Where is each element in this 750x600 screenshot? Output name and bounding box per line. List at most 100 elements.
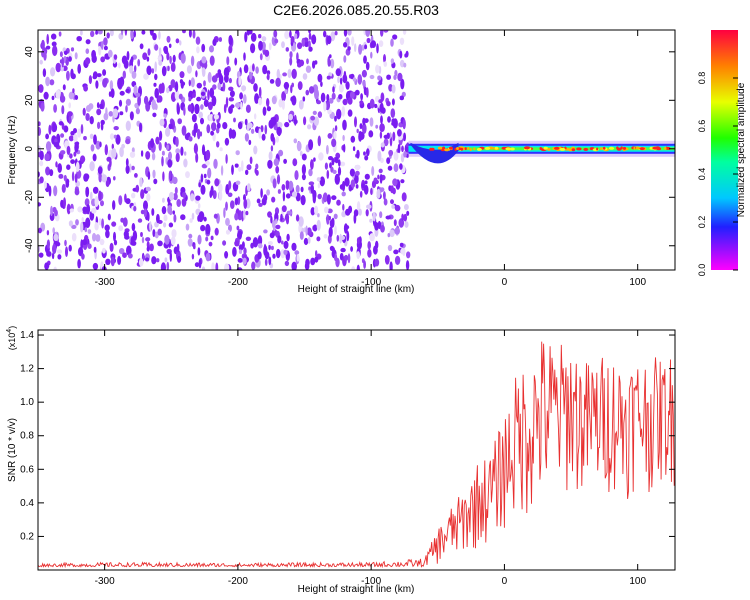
noise-blob [246,164,252,171]
noise-blob [109,158,112,168]
signal-peak [664,146,667,150]
noise-blob [320,81,323,87]
noise-blob [244,118,248,126]
noise-blob [387,165,393,171]
noise-blob [283,240,289,249]
snr-xtick-label: -300 [95,576,115,587]
noise-blob [372,211,376,222]
noise-blob [74,142,79,153]
noise-blob [99,238,105,246]
colorbar-gradient [711,30,738,270]
noise-blob [330,58,335,69]
noise-blob [176,104,180,115]
noise-blob [223,103,227,114]
snr-multiplier: (x104) [6,326,17,350]
signal-peak [639,147,645,151]
signal-peak [576,147,582,151]
noise-blob [152,229,156,238]
noise-blob [237,230,243,237]
noise-blob [225,201,228,211]
noise-blob [85,186,90,198]
noise-blob [212,190,217,200]
noise-blob [140,209,145,215]
noise-blob [302,73,308,80]
noise-blob [307,124,312,130]
noise-blob [291,191,298,198]
signal-peak [543,146,548,150]
signal-peak [449,146,453,150]
noise-blob [178,93,183,100]
noise-blob [156,258,160,263]
noise-blob [397,129,402,137]
noise-blob [277,235,282,244]
noise-blob [249,156,253,165]
signal-peak [600,147,603,151]
signal-peak [634,146,641,150]
noise-blob [185,223,190,231]
noise-blob [284,89,288,94]
noise-blob [197,247,201,256]
noise-blob [366,148,370,157]
noise-blob [207,101,213,111]
noise-blob [258,40,263,51]
noise-blob [386,157,391,165]
noise-blob [112,108,119,119]
noise-blob [168,151,172,161]
noise-blob [80,221,84,233]
noise-blob [157,228,162,236]
signal-peak [484,146,491,150]
noise-blob [358,44,363,55]
noise-blob [113,134,117,139]
noise-blob [176,243,180,253]
noise-blob [143,208,147,218]
colorbar-tick-label: 0.0 [697,264,707,277]
noise-blob [188,233,193,239]
noise-blob [288,180,294,191]
noise-blob [111,221,117,227]
noise-blob [65,58,69,66]
signal-peak [583,147,589,151]
noise-blob [68,220,73,227]
noise-blob [393,249,399,255]
noise-blob [109,133,115,140]
noise-blob [146,56,150,62]
noise-blob [351,36,355,47]
noise-blob [222,240,227,246]
noise-blob [399,37,405,45]
noise-blob [308,32,312,40]
noise-blob [387,116,391,123]
signal-peak [559,147,566,151]
noise-blob [401,91,406,97]
noise-blob [238,166,242,172]
noise-blob [277,122,283,128]
noise-blob [125,88,130,93]
colorbar: 0.0 0.2 0.4 0.6 0.8 Normalized spectral ampl… [697,30,747,276]
noise-blob [335,68,341,77]
noise-blob [316,100,321,105]
noise-blob [58,31,62,37]
noise-blob [175,152,180,163]
noise-blob [378,99,383,104]
noise-blob [107,49,113,58]
noise-blob [264,124,268,135]
noise-blob [371,180,377,189]
noise-blob [293,119,298,125]
noise-blob [181,125,187,136]
noise-blob [358,208,362,216]
noise-blob [341,191,346,197]
noise-blob [243,94,247,104]
noise-blob [404,146,410,152]
noise-blob [260,125,264,133]
signal-peak [554,146,560,150]
noise-blob [347,46,351,51]
noise-blob [92,153,97,162]
noise-blob [200,91,206,97]
noise-blob [149,243,154,252]
noise-blob [383,54,386,63]
noise-blob [87,229,92,234]
spectrogram-ylabel: Frequency (Hz) [7,116,18,185]
noise-blob [378,168,383,174]
noise-blob [143,95,149,105]
noise-blob [386,74,391,80]
noise-blob [169,209,173,216]
